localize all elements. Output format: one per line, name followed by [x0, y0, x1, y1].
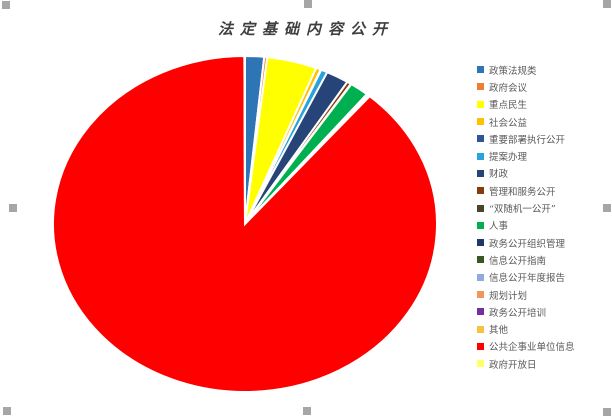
legend-label: 公共企事业单位信息 — [489, 342, 575, 354]
legend-item[interactable]: 提案办理 — [477, 147, 609, 164]
legend-label: 信息公开年度报告 — [489, 273, 566, 285]
legend-item[interactable]: 政府会议 — [477, 78, 609, 95]
legend-label: 社会公益 — [489, 117, 528, 129]
legend-item[interactable]: “双随机一公开” — [477, 199, 609, 216]
legend-label: 人事 — [489, 221, 509, 233]
legend-swatch — [477, 273, 484, 281]
selection-handle-middle-left[interactable] — [9, 204, 17, 212]
legend-label: 政府开放日 — [489, 359, 537, 371]
legend-item[interactable]: 政府开放日 — [477, 355, 609, 372]
legend-item[interactable]: 管理和服务公开 — [477, 182, 609, 199]
legend-swatch — [477, 342, 484, 350]
legend-swatch — [477, 291, 484, 298]
selection-handle-top-right[interactable] — [603, 0, 611, 8]
legend-swatch — [477, 135, 484, 143]
selection-handle-bottom-middle[interactable] — [303, 407, 311, 415]
legend-label: 政策法规类 — [489, 65, 537, 77]
legend-swatch — [477, 204, 484, 212]
legend-swatch — [477, 325, 484, 333]
selection-handle-top-left[interactable] — [2, 1, 10, 9]
selection-handle-bottom-left[interactable] — [3, 407, 11, 415]
legend-label: 规划计划 — [489, 290, 528, 302]
legend-label: 财政 — [489, 169, 509, 181]
selection-handle-top-middle[interactable] — [304, 0, 312, 8]
legend-swatch — [477, 221, 484, 229]
legend-item[interactable]: 社会公益 — [477, 113, 609, 130]
legend-label: 重要部署执行公开 — [489, 134, 566, 146]
legend-item[interactable]: 信息公开指南 — [477, 251, 609, 268]
legend-label: 政府会议 — [489, 82, 528, 94]
legend-label: 信息公开指南 — [489, 255, 547, 267]
pie-slice[interactable] — [243, 54, 246, 225]
legend-swatch — [477, 100, 484, 108]
legend-swatch — [477, 152, 484, 160]
legend-swatch — [477, 360, 484, 368]
legend-swatch — [477, 308, 484, 316]
legend-label: 管理和服务公开 — [489, 186, 556, 198]
legend-item[interactable]: 其他 — [477, 320, 609, 337]
legend-swatch — [477, 169, 484, 177]
legend-label: 其他 — [489, 325, 509, 337]
legend-item[interactable]: 财政 — [477, 165, 609, 182]
chart-title[interactable]: 法定基础内容公开 — [217, 20, 394, 38]
legend-item[interactable]: 人事 — [477, 217, 609, 234]
selection-handle-middle-right[interactable] — [603, 204, 611, 212]
legend-label: 政务公开组织管理 — [489, 238, 566, 250]
legend-swatch — [477, 239, 484, 247]
legend-label: “双随机一公开” — [489, 204, 556, 216]
legend-label: 重点民生 — [489, 100, 528, 112]
legend-item[interactable]: 信息公开年度报告 — [477, 269, 609, 286]
legend-item[interactable]: 规划计划 — [477, 286, 609, 303]
chart-legend[interactable]: 政策法规类政府会议重点民生社会公益重要部署执行公开 提案办理财政管理和服务公开 “双… — [477, 61, 609, 372]
legend-label: 政务公开培训 — [489, 307, 547, 319]
selection-handle-bottom-right[interactable] — [603, 408, 611, 416]
legend-item[interactable]: 政务公开组织管理 — [477, 234, 609, 251]
legend-item[interactable]: 政务公开培训 — [477, 303, 609, 320]
legend-item[interactable]: 政策法规类 — [477, 61, 609, 78]
legend-swatch — [477, 256, 484, 264]
legend-swatch — [477, 118, 484, 126]
legend-item[interactable]: 公共企事业单位信息 — [477, 338, 609, 355]
legend-swatch — [477, 83, 484, 91]
legend-swatch — [477, 187, 484, 195]
legend-swatch — [477, 66, 484, 74]
legend-label: 提案办理 — [489, 152, 528, 164]
legend-item[interactable]: 重要部署执行公开 — [477, 130, 609, 147]
legend-item[interactable]: 重点民生 — [477, 96, 609, 113]
